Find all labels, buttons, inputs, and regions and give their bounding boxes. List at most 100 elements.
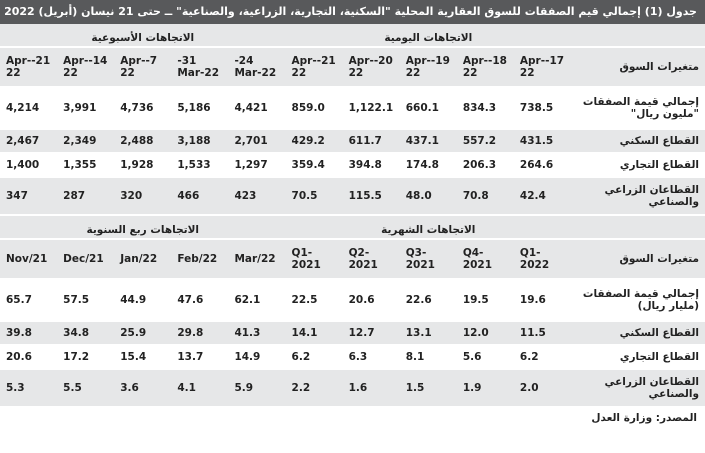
value-cell: 1,400 bbox=[0, 153, 58, 178]
column-header: 21-Apr-22 bbox=[285, 47, 343, 88]
value-cell: 1,297 bbox=[228, 153, 286, 178]
value-cell: 4,421 bbox=[228, 87, 286, 130]
column-header: 21-Apr-22 bbox=[0, 47, 58, 88]
value-cell: 70.8 bbox=[456, 177, 514, 216]
value-cell: 1,533 bbox=[171, 153, 229, 178]
column-header: Feb/22 bbox=[171, 239, 229, 280]
value-cell: 17.2 bbox=[57, 345, 115, 370]
blank-cell bbox=[571, 215, 705, 240]
header-label: متغيرات السوق bbox=[571, 239, 705, 280]
value-cell: 2,701 bbox=[228, 129, 286, 154]
column-header: 19-Apr-22 bbox=[399, 47, 457, 88]
value-cell: 19.6 bbox=[513, 279, 571, 322]
value-cell: 48.0 bbox=[399, 177, 457, 216]
value-cell: 1.5 bbox=[399, 369, 457, 408]
value-cell: 6.2 bbox=[285, 345, 343, 370]
value-cell: 6.2 bbox=[513, 345, 571, 370]
value-cell: 19.5 bbox=[456, 279, 514, 322]
value-cell: 834.3 bbox=[456, 87, 514, 130]
row-label: القطاعان الزراعي والصناعي bbox=[571, 369, 705, 408]
data-table: الاتجاهات اليومية الاتجاهات الأسبوعية متغي… bbox=[0, 24, 705, 408]
value-cell: 29.8 bbox=[171, 321, 229, 346]
value-cell: 1.6 bbox=[342, 369, 400, 408]
column-header: Q2-2021 bbox=[342, 239, 400, 280]
value-cell: 25.9 bbox=[114, 321, 172, 346]
value-cell: 394.8 bbox=[342, 153, 400, 178]
row-label: القطاع التجاري bbox=[571, 153, 705, 178]
value-cell: 11.5 bbox=[513, 321, 571, 346]
row-label: القطاعان الزراعي والصناعي bbox=[571, 177, 705, 216]
value-cell: 62.1 bbox=[228, 279, 286, 322]
value-cell: 13.1 bbox=[399, 321, 457, 346]
value-cell: 5.6 bbox=[456, 345, 514, 370]
value-cell: 57.5 bbox=[57, 279, 115, 322]
value-cell: 287 bbox=[57, 177, 115, 216]
value-cell: 1,928 bbox=[114, 153, 172, 178]
column-header: Q1-2022 bbox=[513, 239, 571, 280]
group-label: الاتجاهات الشهرية bbox=[285, 215, 571, 240]
value-cell: 1.9 bbox=[456, 369, 514, 408]
value-cell: 14.1 bbox=[285, 321, 343, 346]
group-label: الاتجاهات الأسبوعية bbox=[0, 24, 286, 48]
value-cell: 8.1 bbox=[399, 345, 457, 370]
column-header: 7-Apr-22 bbox=[114, 47, 172, 88]
value-cell: 431.5 bbox=[513, 129, 571, 154]
value-cell: 5.3 bbox=[0, 369, 58, 408]
value-cell: 557.2 bbox=[456, 129, 514, 154]
table-title: جدول (1) إجمالي قيم الصفقات للسوق العقار… bbox=[0, 0, 705, 24]
value-cell: 320 bbox=[114, 177, 172, 216]
column-header: 14-Apr-22 bbox=[57, 47, 115, 88]
row-label: إجمالي قيمة الصفقات (مليار ريال) bbox=[571, 279, 705, 322]
value-cell: 4,214 bbox=[0, 87, 58, 130]
column-header: 24-Mar-22 bbox=[228, 47, 286, 88]
data-row: القطاع التجاري 6.2 5.6 8.1 6.3 6.2 14.9 13.7 15.… bbox=[0, 345, 705, 370]
column-header: 18-Apr-22 bbox=[456, 47, 514, 88]
value-cell: 4,736 bbox=[114, 87, 172, 130]
value-cell: 174.8 bbox=[399, 153, 457, 178]
row-label: إجمالي قيمة الصفقات "مليون ريال" bbox=[571, 87, 705, 130]
value-cell: 3.6 bbox=[114, 369, 172, 408]
value-cell: 115.5 bbox=[342, 177, 400, 216]
value-cell: 20.6 bbox=[0, 345, 58, 370]
value-cell: 47.6 bbox=[171, 279, 229, 322]
row-label: القطاع السكني bbox=[571, 321, 705, 346]
value-cell: 1,355 bbox=[57, 153, 115, 178]
value-cell: 65.7 bbox=[0, 279, 58, 322]
value-cell: 3,991 bbox=[57, 87, 115, 130]
value-cell: 12.0 bbox=[456, 321, 514, 346]
value-cell: 264.6 bbox=[513, 153, 571, 178]
value-cell: 2,349 bbox=[57, 129, 115, 154]
value-cell: 611.7 bbox=[342, 129, 400, 154]
header-row: متغيرات السوق 17-Apr-22 18-Apr-22 19-Apr-22… bbox=[0, 47, 705, 88]
value-cell: 4.1 bbox=[171, 369, 229, 408]
value-cell: 14.9 bbox=[228, 345, 286, 370]
column-header: Q1-2021 bbox=[285, 239, 343, 280]
value-cell: 22.6 bbox=[399, 279, 457, 322]
row-label: القطاع التجاري bbox=[571, 345, 705, 370]
value-cell: 660.1 bbox=[399, 87, 457, 130]
value-cell: 2.0 bbox=[513, 369, 571, 408]
data-row: إجمالي قيمة الصفقات "مليون ريال" 738.5 834… bbox=[0, 87, 705, 130]
group-row: الاتجاهات الشهرية الاتجاهات ربع السنوية bbox=[0, 215, 705, 240]
value-cell: 44.9 bbox=[114, 279, 172, 322]
value-cell: 12.7 bbox=[342, 321, 400, 346]
column-header: Jan/22 bbox=[114, 239, 172, 280]
group-row: الاتجاهات اليومية الاتجاهات الأسبوعية bbox=[0, 24, 705, 48]
header-row: متغيرات السوق Q1-2022 Q4-2021 Q3-2021 Q2-202… bbox=[0, 239, 705, 280]
value-cell: 13.7 bbox=[171, 345, 229, 370]
value-cell: 22.5 bbox=[285, 279, 343, 322]
row-label: القطاع السكني bbox=[571, 129, 705, 154]
value-cell: 39.8 bbox=[0, 321, 58, 346]
header-label: متغيرات السوق bbox=[571, 47, 705, 88]
data-row: القطاعان الزراعي والصناعي 2.0 1.9 1.5 1.6 2.2… bbox=[0, 369, 705, 408]
column-header: Nov/21 bbox=[0, 239, 58, 280]
value-cell: 423 bbox=[228, 177, 286, 216]
value-cell: 429.2 bbox=[285, 129, 343, 154]
value-cell: 2,467 bbox=[0, 129, 58, 154]
source-note: المصدر: وزارة العدل bbox=[591, 412, 697, 424]
data-row: القطاع السكني 11.5 12.0 13.1 12.7 14.1 41.3 29.… bbox=[0, 321, 705, 346]
column-header: Dec/21 bbox=[57, 239, 115, 280]
value-cell: 34.8 bbox=[57, 321, 115, 346]
value-cell: 5,186 bbox=[171, 87, 229, 130]
